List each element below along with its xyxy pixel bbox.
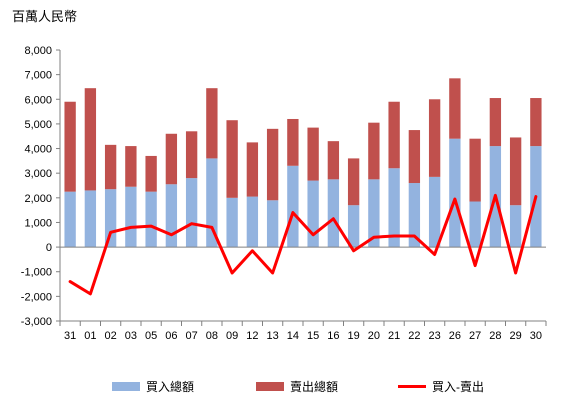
y-tick-label: -1,000 — [21, 267, 52, 279]
bar-sell-total — [206, 88, 218, 159]
bar-buy-total — [287, 165, 299, 248]
y-tick-label: 6,000 — [24, 94, 52, 106]
bar-buy-total — [246, 196, 259, 248]
x-tick-label: 23 — [429, 330, 441, 342]
x-tick-label: 19 — [348, 330, 360, 342]
x-tick-label: 20 — [368, 330, 380, 342]
bar-buy-total — [388, 168, 400, 248]
y-tick-label: 5,000 — [24, 119, 52, 131]
x-tick-label: 02 — [105, 330, 117, 342]
bar-sell-total — [84, 88, 97, 191]
bar-sell-total — [307, 127, 319, 181]
bar-sell-total — [104, 144, 117, 190]
bar-sell-total — [64, 101, 76, 192]
y-axis-unit-label: 百萬人民幣 — [12, 9, 78, 24]
legend-item-net: 買入-賣出 — [398, 378, 484, 395]
bar-sell-total — [469, 138, 481, 202]
x-tick-label: 28 — [489, 330, 501, 342]
y-tick-label: 3,000 — [24, 168, 52, 180]
bar-buy-total — [347, 205, 360, 248]
x-tick-label: 08 — [206, 330, 218, 342]
x-tick-label: 07 — [186, 330, 198, 342]
x-tick-label: 21 — [388, 330, 400, 342]
legend-item-buy-total: 買入總額 — [112, 378, 194, 395]
bar-buy-total — [226, 197, 238, 248]
bar-sell-total — [347, 158, 360, 206]
x-tick-label: 22 — [408, 330, 420, 342]
bar-buy-total — [408, 183, 421, 248]
bar-buy-total — [104, 189, 117, 248]
bar-sell-total — [165, 133, 178, 185]
x-tick-label: 29 — [510, 330, 522, 342]
x-tick-label: 13 — [267, 330, 279, 342]
bar-sell-total — [327, 141, 340, 180]
bar-sell-total — [530, 98, 542, 147]
bar-sell-total — [408, 130, 421, 184]
x-tick-label: 16 — [327, 330, 339, 342]
bar-sell-total — [489, 98, 502, 147]
bar-sell-total — [266, 128, 279, 201]
bar-sell-total — [226, 120, 238, 198]
line-net-buy-sell — [68, 193, 538, 296]
y-tick-label: -3,000 — [21, 316, 52, 328]
x-tick-label: 27 — [469, 330, 481, 342]
x-tick-label: 05 — [145, 330, 157, 342]
bar-sell-total — [449, 78, 461, 139]
bar-sell-total — [509, 137, 522, 206]
y-tick-label: 0 — [46, 242, 52, 254]
x-tick-label: 15 — [307, 330, 319, 342]
legend-label-buy-total: 買入總額 — [146, 380, 195, 394]
bar-buy-total — [206, 158, 218, 248]
y-tick-label: 4,000 — [24, 144, 52, 156]
x-tick-label: 14 — [287, 330, 299, 342]
x-tick-label: 01 — [84, 330, 96, 342]
bar-buy-total — [368, 179, 380, 248]
y-tick-label: 2,000 — [24, 193, 52, 205]
y-tick-label: 8,000 — [24, 45, 52, 57]
bar-sell-total — [125, 146, 137, 187]
bar-sell-total — [145, 155, 157, 192]
bar-buy-total — [509, 205, 522, 248]
bar-sell-total — [388, 101, 400, 169]
bar-buy-total — [165, 184, 178, 248]
bar-buy-total — [125, 186, 137, 248]
y-tick-label: 7,000 — [24, 70, 52, 82]
x-tick-label: 30 — [530, 330, 542, 342]
legend-label-net: 買入-賣出 — [432, 380, 484, 394]
y-tick-label: 1,000 — [24, 217, 52, 229]
bar-buy-total — [428, 176, 441, 248]
bar-buy-total — [64, 191, 76, 248]
legend-item-sell-total: 賣出總額 — [256, 378, 338, 395]
bar-sell-total — [246, 142, 259, 197]
bar-buy-total — [307, 180, 319, 248]
bar-buy-total — [185, 178, 198, 248]
bar-sell-total — [185, 131, 198, 179]
x-tick-label: 31 — [64, 330, 76, 342]
x-tick-label: 03 — [125, 330, 137, 342]
chart-legend: 買入總額 賣出總額 買入-賣出 — [0, 378, 563, 398]
x-tick-label: 06 — [165, 330, 177, 342]
legend-label-sell-total: 賣出總額 — [290, 380, 339, 394]
legend-swatch-net — [398, 385, 426, 388]
bar-buy-total — [84, 190, 97, 248]
bar-buy-total — [145, 191, 157, 248]
x-tick-label: 12 — [246, 330, 258, 342]
y-tick-label: -2,000 — [21, 291, 52, 303]
bar-sell-total — [287, 118, 299, 166]
bar-buy-total — [449, 138, 461, 248]
legend-swatch-buy-total — [112, 382, 140, 391]
x-tick-label: 09 — [226, 330, 238, 342]
bar-buy-total — [327, 179, 340, 248]
bar-buy-total — [266, 200, 279, 248]
bar-sell-total — [368, 122, 380, 180]
bar-buy-total — [469, 201, 481, 248]
bar-sell-total — [428, 99, 441, 177]
legend-swatch-sell-total — [256, 382, 284, 391]
x-tick-label: 26 — [449, 330, 461, 342]
